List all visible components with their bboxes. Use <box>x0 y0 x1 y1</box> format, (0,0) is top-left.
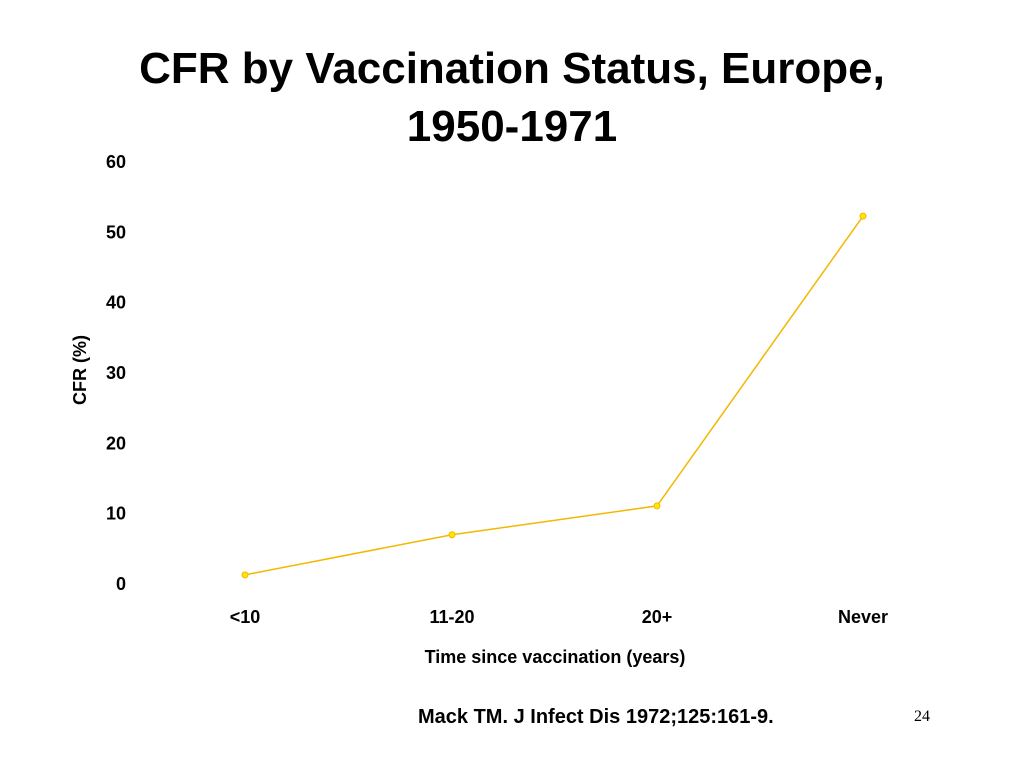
y-tick-label: 10 <box>106 504 126 524</box>
page-number: 24 <box>914 708 930 725</box>
data-point <box>448 531 456 539</box>
data-point <box>241 571 249 579</box>
y-axis-label: CFR (%) <box>70 335 90 405</box>
y-tick-label: 40 <box>106 293 126 313</box>
series-layer <box>241 212 867 579</box>
x-tick-label: 20+ <box>642 607 673 627</box>
citation: Mack TM. J Infect Dis 1972;125:161-9. <box>418 706 774 728</box>
x-tick-label: 11-20 <box>429 607 474 627</box>
data-point <box>653 502 661 510</box>
chart-title: CFR by Vaccination Status, Europe, 1950-… <box>0 40 1024 156</box>
x-tick-label: <10 <box>230 607 261 627</box>
x-tick-label: Never <box>838 607 888 627</box>
y-tick-label: 60 <box>106 152 126 172</box>
x-axis-ticks: <10 11-20 20+ Never <box>230 607 888 627</box>
y-axis-ticks: 0 10 20 30 40 50 60 <box>106 152 126 594</box>
y-tick-label: 50 <box>106 222 126 242</box>
data-point <box>859 212 867 220</box>
chart-title-line-2: 1950-1971 <box>406 102 618 151</box>
series-line <box>244 215 864 576</box>
y-tick-label: 30 <box>106 363 126 383</box>
chart-title-line-1: CFR by Vaccination Status, Europe, <box>139 44 885 93</box>
x-axis-label: Time since vaccination (years) <box>425 647 686 667</box>
y-tick-label: 20 <box>106 433 126 453</box>
y-tick-label: 0 <box>116 574 126 594</box>
